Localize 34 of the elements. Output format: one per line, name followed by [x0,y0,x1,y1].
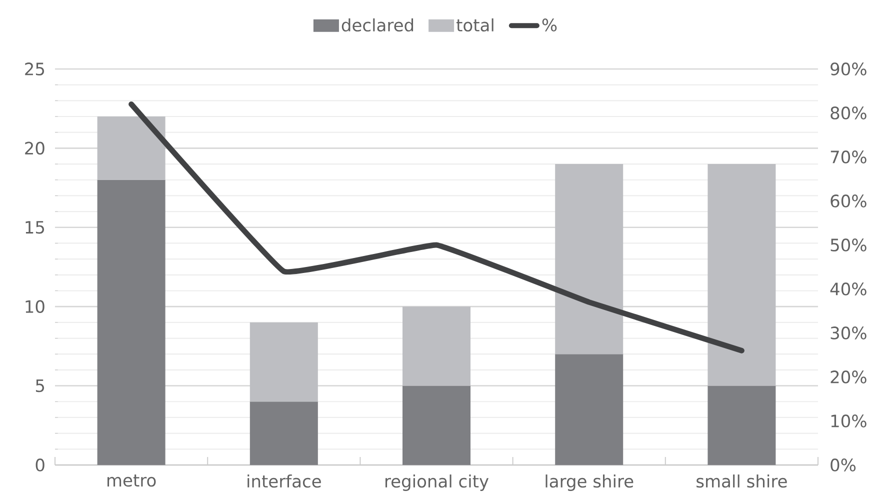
y2-tick-label: 40% [830,282,866,296]
y-tick-label: 15 [26,221,44,234]
bar [402,386,471,465]
y2-tick-label: 80% [830,106,866,120]
x-tick-label: interface [248,474,321,488]
bar [708,386,776,465]
x-tick-label: large shire [546,474,634,491]
y2-tick-label: 90% [830,62,866,76]
bar [708,164,776,386]
bar [250,402,318,465]
y2-tick-label: 60% [830,194,866,208]
y-tick-label: 20 [25,142,44,155]
y2-tick-label: 0% [830,458,856,472]
y-tick-label: 25 [25,62,44,76]
legend-label: declared [342,18,414,32]
y-tick-label: 0 [36,458,44,472]
y2-tick-label: 50% [830,238,866,252]
y2-tick-label: 30% [830,326,866,340]
bar [250,322,318,402]
y2-tick-label: 10% [831,414,866,428]
y-tick-label: 5 [36,379,44,392]
bar [97,116,166,180]
x-tick-label: metro [108,474,156,487]
x-tick-label: regional city [386,474,489,491]
bar [402,306,471,386]
y-tick-label: 10 [26,300,44,314]
legend-label: % [542,18,557,32]
y2-tick-label: 20% [830,370,866,384]
bar [555,354,624,465]
bar [555,164,624,354]
legend-label: total [456,18,494,32]
x-tick-label: small shire [696,474,787,488]
y2-tick-label: 70% [830,150,866,164]
bar [97,180,166,465]
